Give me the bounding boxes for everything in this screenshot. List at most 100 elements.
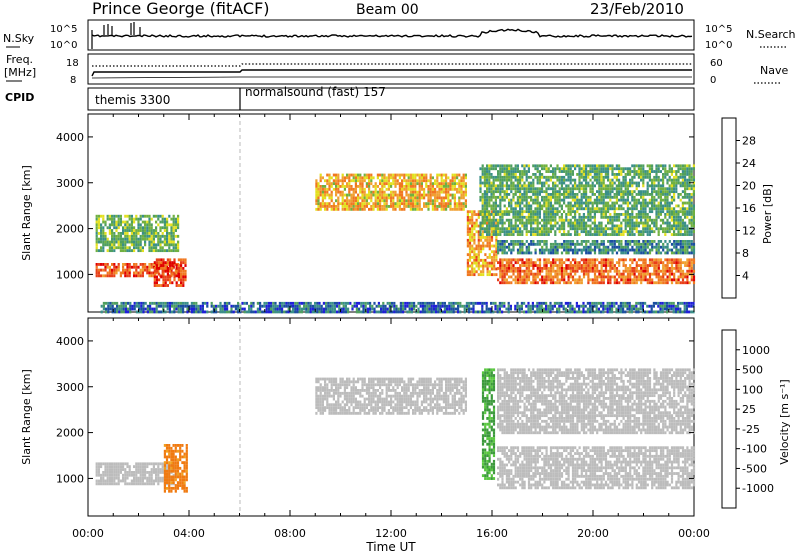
power-echo-cell	[578, 275, 581, 279]
power-echo-cell	[670, 224, 673, 228]
power-echo-cell	[686, 164, 689, 168]
power-echo-cell	[501, 167, 504, 171]
power-echo-cell	[576, 224, 579, 228]
power-echo-cell	[508, 224, 511, 228]
power-echo-cell	[523, 187, 526, 191]
power-echo-cell	[155, 284, 158, 287]
power-echo-cell	[684, 201, 687, 205]
power-echo-cell	[117, 217, 120, 221]
power-echo-cell	[640, 278, 643, 282]
power-echo-cell	[390, 176, 393, 180]
power-echo-cell	[483, 207, 486, 211]
power-echo-cell	[477, 264, 480, 268]
power-echo-cell	[501, 170, 504, 173]
power-echo-cell	[473, 247, 476, 251]
power-echo-cell	[483, 175, 486, 179]
power-echo-cell	[429, 173, 432, 177]
power-echo-cell	[412, 187, 415, 191]
power-echo-cell	[120, 304, 123, 308]
power-echo-cell	[434, 199, 437, 203]
power-echo-cell	[510, 242, 513, 246]
power-echo-cell	[536, 227, 539, 231]
power-echo-cell	[481, 173, 484, 176]
power-echo-cell	[613, 248, 616, 252]
power-echo-cell	[117, 214, 120, 218]
power-echo-cell	[569, 240, 572, 243]
power-echo-cell	[543, 281, 546, 285]
power-echo-cell	[587, 267, 590, 270]
power-echo-cell	[160, 310, 163, 314]
power-echo-cell	[574, 164, 577, 168]
power-echo-cell	[547, 230, 550, 234]
power-echo-cell	[653, 224, 656, 228]
power-echo-cell	[541, 251, 544, 255]
power-echo-cell	[576, 278, 579, 282]
power-echo-cell	[130, 217, 133, 221]
power-echo-cell	[387, 182, 390, 186]
power-echo-cell	[523, 251, 526, 255]
power-echo-cell	[316, 310, 319, 314]
power-echo-cell	[622, 195, 625, 199]
power-echo-cell	[651, 167, 654, 171]
power-echo-cell	[481, 201, 484, 205]
power-echo-cell	[499, 242, 502, 246]
power-echo-cell	[468, 273, 472, 277]
power-echo-cell	[620, 227, 623, 231]
power-echo-cell	[361, 196, 364, 200]
power-echo-cell	[499, 193, 502, 196]
power-echo-cell	[558, 175, 561, 179]
power-echo-cell	[111, 237, 114, 241]
power-echo-cell	[133, 307, 136, 311]
power-echo-cell	[648, 175, 651, 179]
power-echo-cell	[593, 193, 596, 196]
power-echo-cell	[514, 278, 517, 282]
power-echo-cell	[640, 230, 643, 234]
power-echo-cell	[326, 187, 329, 191]
power-echo-cell	[681, 190, 684, 194]
power-echo-cell	[664, 267, 667, 270]
power-echo-cell	[629, 227, 632, 231]
power-echo-cell	[688, 207, 691, 211]
power-echo-cell	[681, 261, 685, 265]
power-echo-cell	[152, 237, 155, 241]
power-echo-cell	[172, 223, 175, 227]
power-echo-cell	[576, 221, 579, 225]
power-echo-cell	[679, 221, 682, 225]
power-echo-cell	[527, 242, 531, 246]
power-echo-cell	[354, 205, 357, 208]
power-echo-cell	[508, 213, 511, 216]
power-echo-cell	[613, 230, 616, 234]
power-echo-cell	[141, 234, 144, 238]
power-echo-cell	[549, 275, 553, 279]
power-echo-cell	[359, 182, 362, 186]
power-echo-cell	[359, 187, 362, 191]
power-echo-cell	[607, 193, 610, 196]
power-echo-cell	[111, 249, 114, 253]
power-echo-cell	[626, 213, 629, 216]
power-echo-cell	[150, 217, 153, 221]
power-echo-cell	[359, 173, 362, 177]
power-echo-cell	[387, 193, 390, 197]
power-echo-cell	[412, 202, 415, 206]
power-echo-cell	[684, 230, 687, 234]
power-echo-cell	[618, 215, 621, 219]
power-echo-cell	[591, 248, 594, 252]
power-echo-cell	[604, 258, 608, 262]
power-echo-cell	[637, 190, 640, 194]
power-echo-cell	[587, 181, 590, 185]
power-echo-cell	[348, 179, 351, 183]
power-echo-cell	[530, 240, 533, 243]
power-echo-cell	[354, 185, 357, 188]
power-echo-cell	[624, 181, 627, 185]
power-echo-cell	[547, 267, 550, 270]
power-echo-cell	[182, 301, 185, 305]
power-echo-cell	[387, 196, 390, 200]
power-echo-cell	[115, 223, 118, 227]
power-echo-cell	[338, 307, 341, 311]
power-echo-cell	[516, 170, 519, 173]
power-echo-cell	[324, 187, 327, 191]
power-echo-cell	[466, 241, 469, 245]
power-echo-cell	[490, 210, 494, 214]
power-echo-cell	[177, 240, 180, 244]
power-echo-cell	[141, 214, 144, 218]
